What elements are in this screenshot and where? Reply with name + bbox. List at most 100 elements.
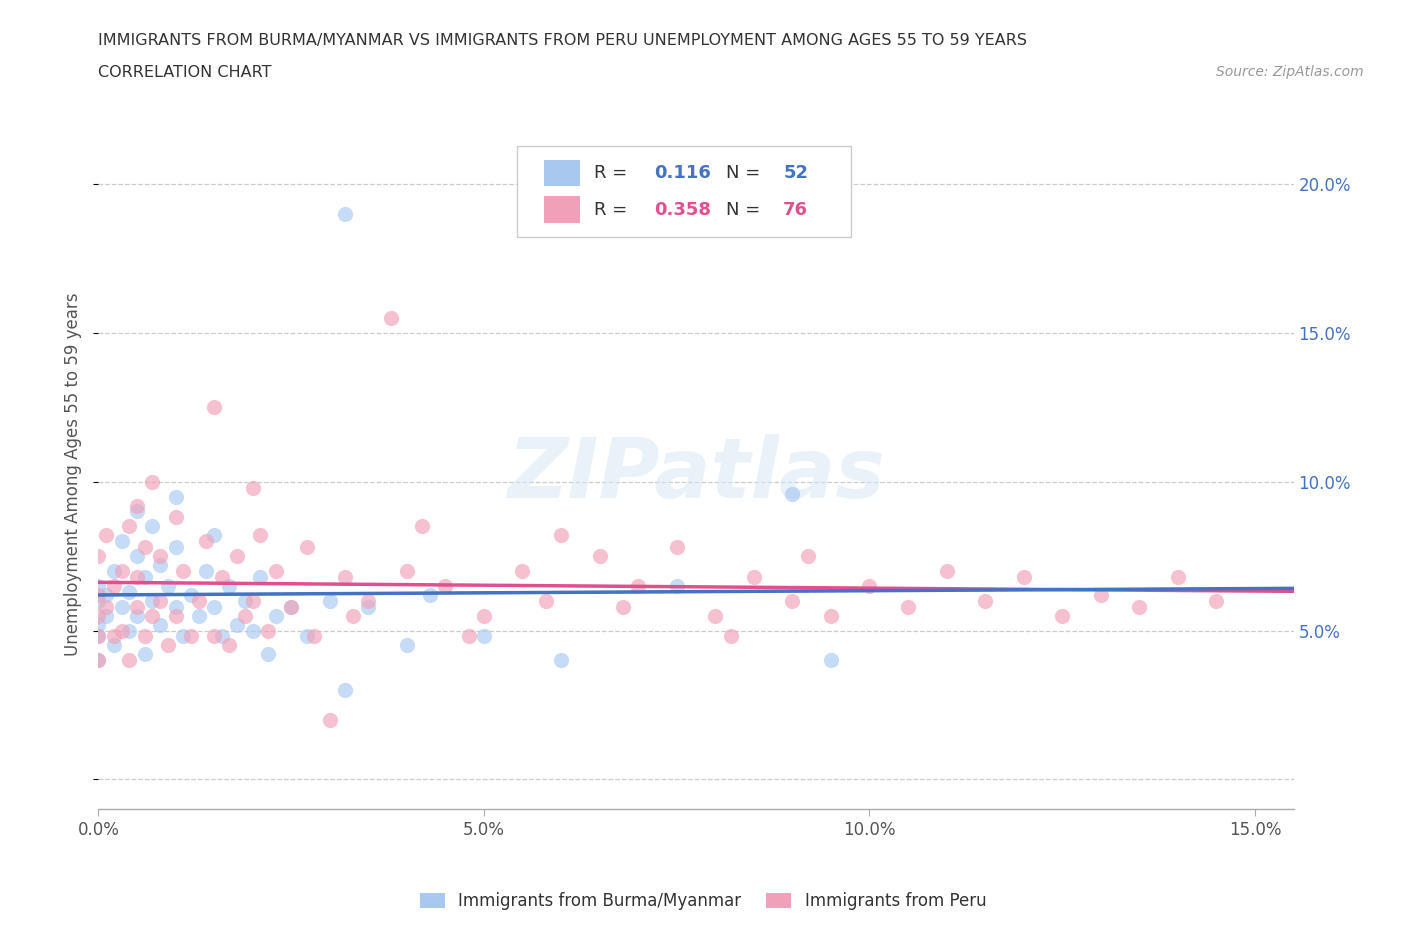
Point <box>218 638 240 653</box>
Point <box>149 593 172 608</box>
Point <box>141 593 163 608</box>
Point <box>1128 599 1150 614</box>
Point <box>333 206 356 221</box>
Point <box>226 618 249 632</box>
Point <box>149 618 172 632</box>
Point <box>149 549 172 564</box>
Point <box>242 623 264 638</box>
Point <box>195 534 218 549</box>
Point <box>257 623 280 638</box>
Point <box>141 519 163 534</box>
Point <box>935 564 957 578</box>
Point <box>103 638 125 653</box>
Point <box>411 519 433 534</box>
Point <box>110 599 132 614</box>
Point <box>434 578 457 593</box>
Point <box>103 578 125 593</box>
Point <box>87 608 110 623</box>
Point <box>1050 608 1073 623</box>
Point <box>1012 569 1035 584</box>
Point <box>249 528 271 543</box>
Point <box>627 578 650 593</box>
Point <box>1167 569 1189 584</box>
Point <box>612 599 634 614</box>
Point <box>87 578 110 593</box>
Point <box>588 549 610 564</box>
Point <box>118 584 141 599</box>
Point <box>156 638 179 653</box>
Point <box>472 629 495 644</box>
Point <box>156 578 179 593</box>
Point <box>512 564 534 578</box>
Point <box>333 683 356 698</box>
Point <box>797 549 820 564</box>
Point <box>202 629 225 644</box>
Point <box>118 623 141 638</box>
Point <box>125 608 148 623</box>
Point <box>165 510 187 525</box>
Point <box>782 593 804 608</box>
Point <box>295 629 318 644</box>
Point <box>134 539 156 554</box>
FancyBboxPatch shape <box>544 196 581 223</box>
Point <box>218 578 240 593</box>
Point <box>550 528 572 543</box>
Point <box>134 647 156 662</box>
Point <box>141 474 163 489</box>
Point <box>257 647 280 662</box>
FancyBboxPatch shape <box>517 146 852 236</box>
Point <box>202 528 225 543</box>
Point <box>820 653 842 668</box>
Text: R =: R = <box>595 201 633 219</box>
Point <box>172 564 194 578</box>
Point <box>211 569 233 584</box>
Point <box>280 599 302 614</box>
Point <box>264 564 287 578</box>
Point <box>187 608 209 623</box>
Point <box>134 629 156 644</box>
Point <box>125 504 148 519</box>
Point <box>172 629 194 644</box>
Point <box>357 599 380 614</box>
Point <box>665 539 688 554</box>
Point <box>87 653 110 668</box>
Point <box>87 629 110 644</box>
Text: 52: 52 <box>783 164 808 182</box>
Point <box>233 593 256 608</box>
Point <box>118 519 141 534</box>
Point <box>858 578 880 593</box>
Point <box>242 593 264 608</box>
Text: IMMIGRANTS FROM BURMA/MYANMAR VS IMMIGRANTS FROM PERU UNEMPLOYMENT AMONG AGES 55: IMMIGRANTS FROM BURMA/MYANMAR VS IMMIGRA… <box>98 33 1028 47</box>
Point <box>202 599 225 614</box>
Point <box>1205 593 1227 608</box>
Text: R =: R = <box>595 164 633 182</box>
Point <box>87 549 110 564</box>
Point <box>134 569 156 584</box>
Point <box>242 480 264 495</box>
Point <box>149 558 172 573</box>
Point <box>165 608 187 623</box>
Point <box>395 638 418 653</box>
Point <box>357 593 380 608</box>
Point <box>665 578 688 593</box>
Point <box>87 629 110 644</box>
Point <box>249 569 271 584</box>
Point <box>742 569 765 584</box>
Point <box>457 629 479 644</box>
Point <box>226 549 249 564</box>
Text: CORRELATION CHART: CORRELATION CHART <box>98 65 271 80</box>
Point <box>103 629 125 644</box>
Point <box>897 599 920 614</box>
Point <box>395 564 418 578</box>
Point <box>110 564 132 578</box>
Point <box>380 311 402 325</box>
FancyBboxPatch shape <box>544 160 581 186</box>
Point <box>550 653 572 668</box>
Point <box>94 528 117 543</box>
Point <box>110 534 132 549</box>
Point <box>187 593 209 608</box>
Point <box>782 486 804 501</box>
Point <box>141 608 163 623</box>
Point <box>125 549 148 564</box>
Text: 0.358: 0.358 <box>654 201 711 219</box>
